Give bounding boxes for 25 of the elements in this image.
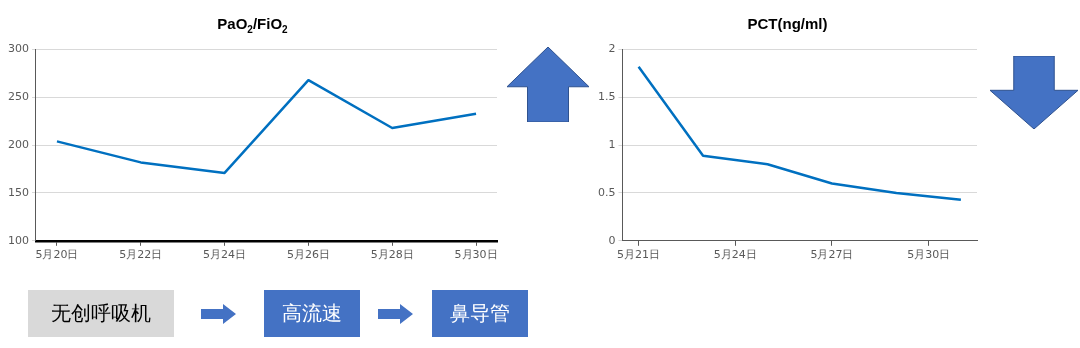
y-tick-label: 1 xyxy=(608,138,616,152)
x-tick-label: 5月24日 xyxy=(203,248,247,262)
x-tick-label: 5月24日 xyxy=(713,248,757,262)
x-tick-label: 5月22日 xyxy=(119,248,163,262)
text: 高流速 xyxy=(264,290,360,337)
y-tick-label: 100 xyxy=(8,233,29,247)
y-tick-label: 150 xyxy=(8,185,29,199)
y-tick-label: 300 xyxy=(8,42,29,56)
y-tick-label: 250 xyxy=(8,90,29,104)
y-tick-label: 0 xyxy=(608,233,616,247)
x-tick-label: 5月28日 xyxy=(370,248,414,262)
chart-title: PCT(ng/ml) xyxy=(746,15,829,32)
y-tick-label: 2 xyxy=(608,42,616,56)
text: 无创呼吸机 xyxy=(28,290,174,337)
y-tick-label: 0.5 xyxy=(597,185,616,199)
y-tick-label: 1.5 xyxy=(597,90,616,104)
text: 鼻导管 xyxy=(432,290,528,337)
x-tick-label: 5月30日 xyxy=(907,248,951,262)
chart-title: PaO$_{2}$/FiO$_{2}$ xyxy=(216,15,289,35)
x-tick-label: 5月20日 xyxy=(35,248,79,262)
x-tick-label: 5月21日 xyxy=(617,248,661,262)
y-tick-label: 200 xyxy=(8,138,29,152)
x-tick-label: 5月27日 xyxy=(810,248,854,262)
x-tick-label: 5月30日 xyxy=(454,248,498,262)
x-tick-label: 5月26日 xyxy=(286,248,330,262)
